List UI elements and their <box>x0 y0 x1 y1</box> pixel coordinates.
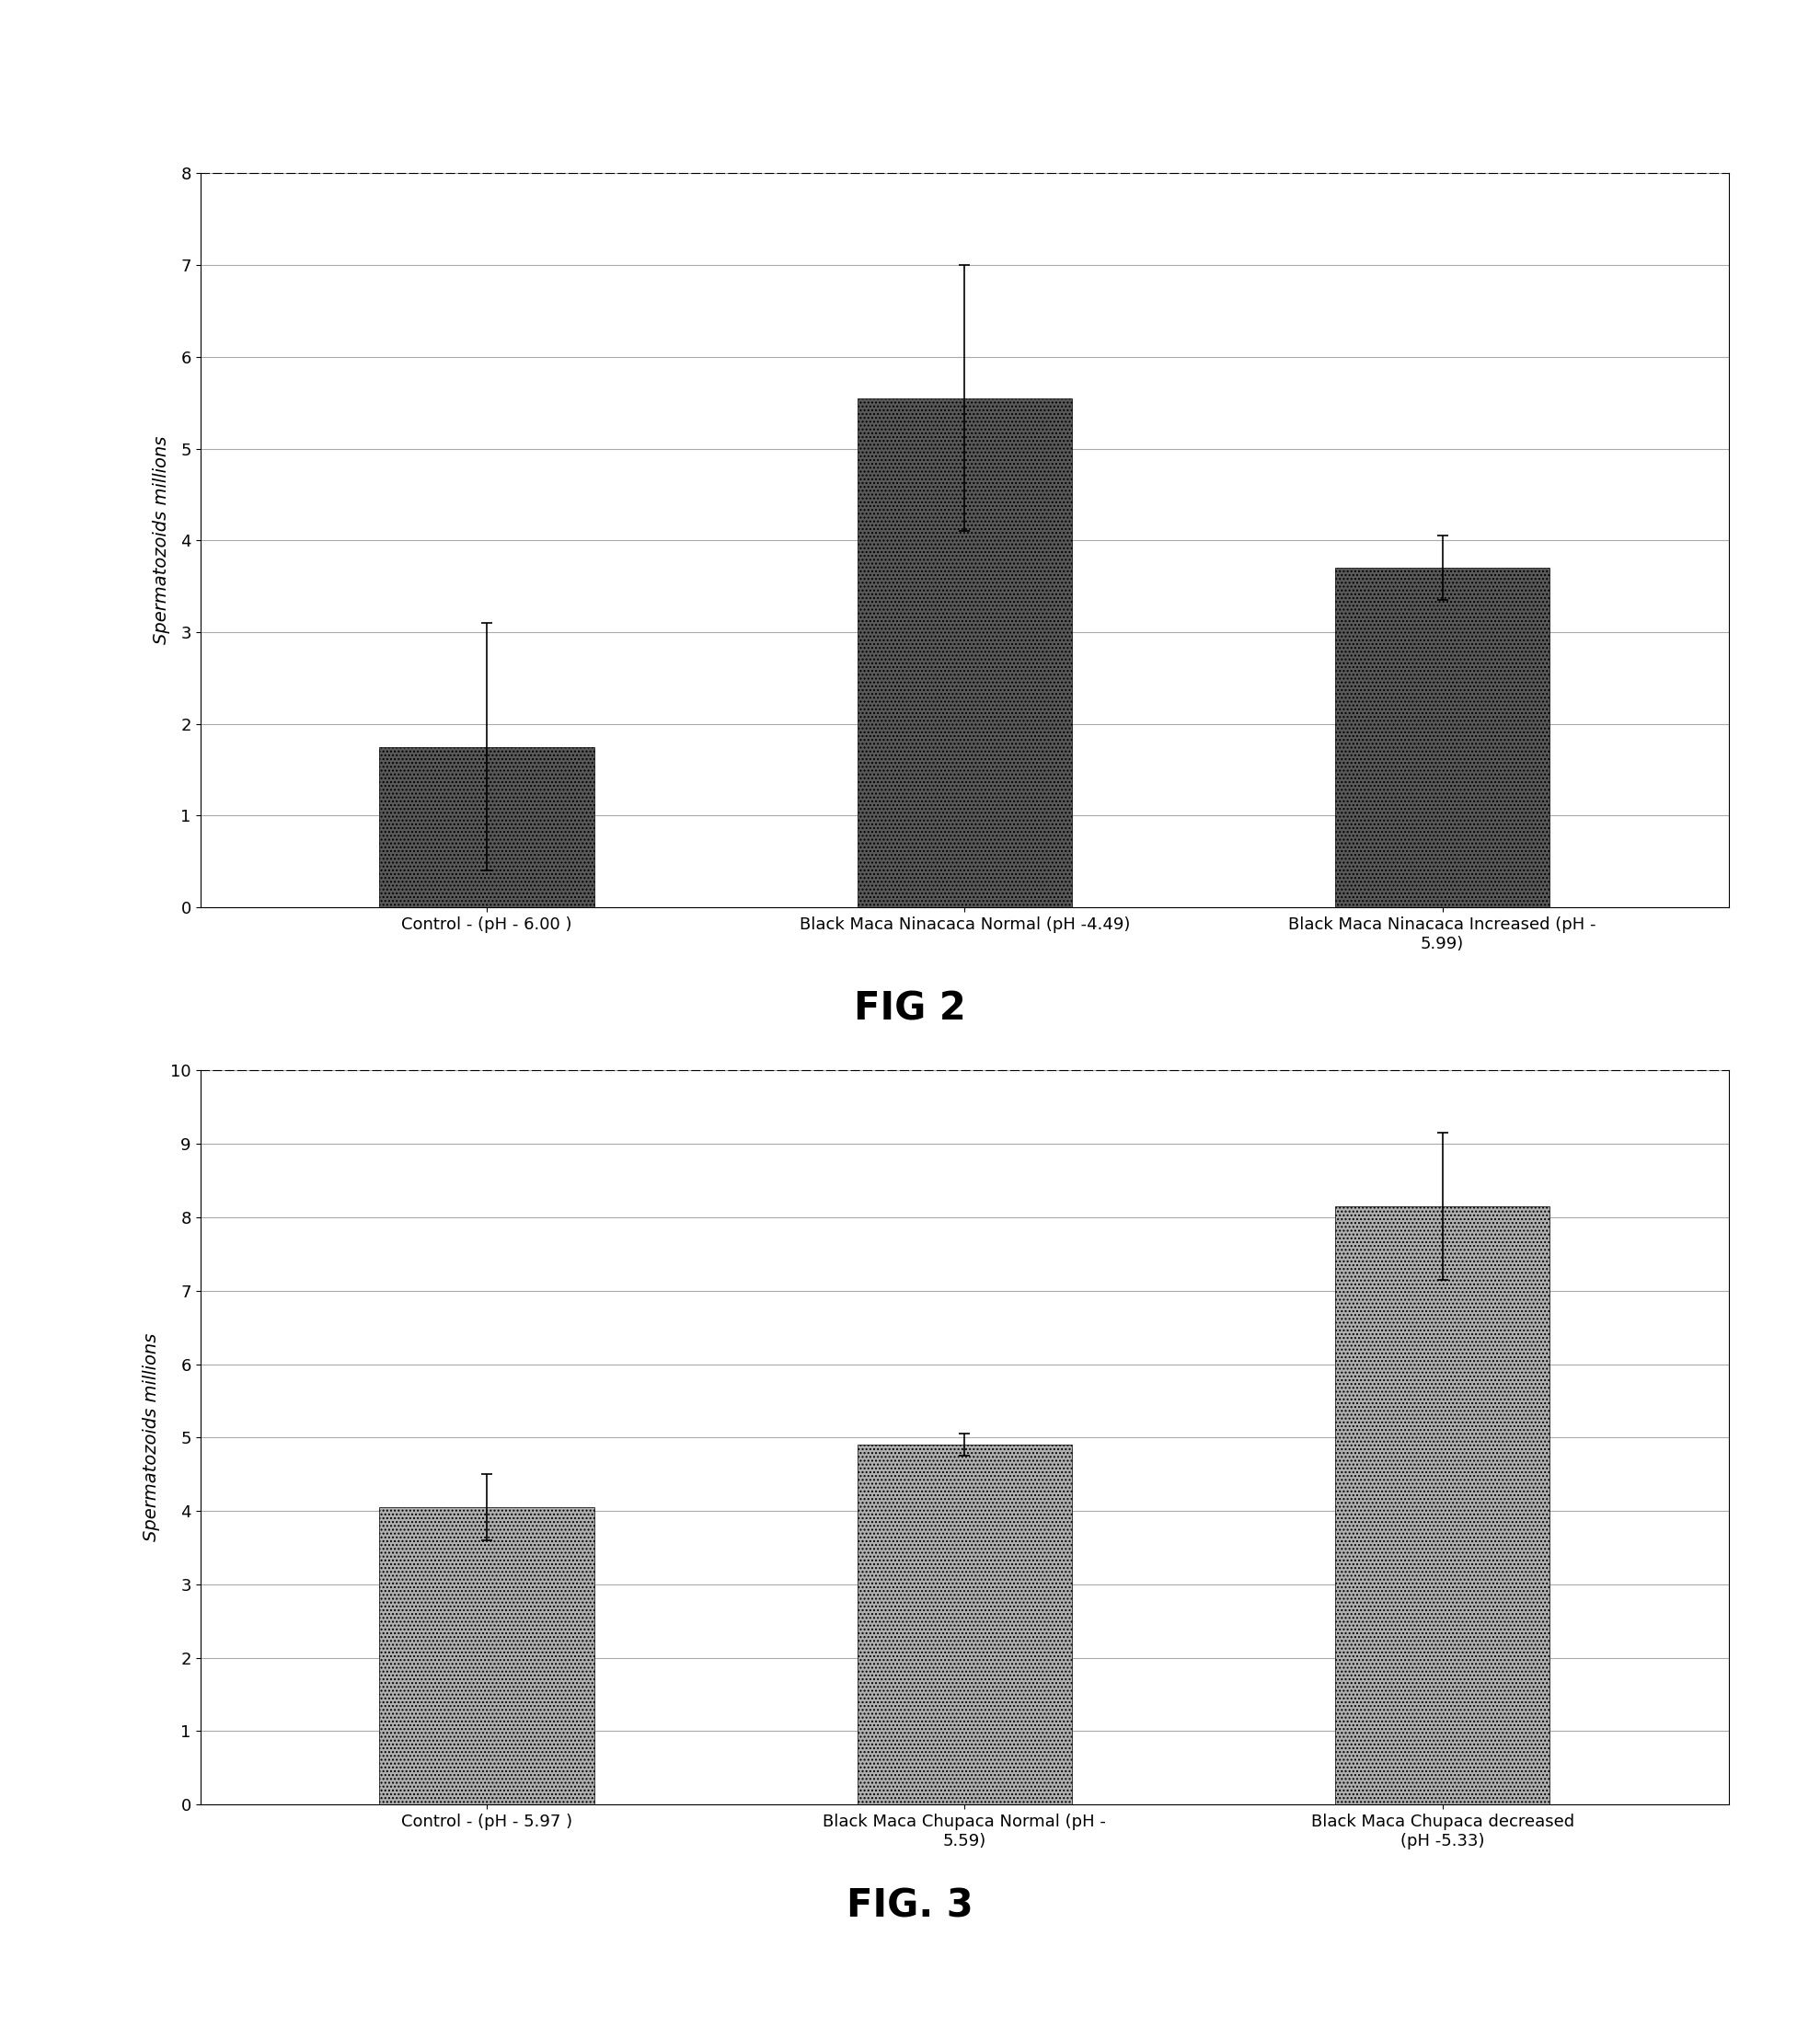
Bar <box>379 1507 595 1805</box>
Y-axis label: Spermatozoids millions: Spermatozoids millions <box>142 1334 160 1541</box>
Text: FIG. 3: FIG. 3 <box>846 1888 974 1925</box>
Text: FIG 2: FIG 2 <box>854 991 966 1028</box>
Bar <box>1334 567 1551 907</box>
Bar <box>1334 1207 1551 1805</box>
Bar <box>857 1446 1072 1805</box>
Bar <box>379 746 595 907</box>
Bar <box>857 398 1072 907</box>
Y-axis label: Spermatozoids millions: Spermatozoids millions <box>153 436 171 644</box>
